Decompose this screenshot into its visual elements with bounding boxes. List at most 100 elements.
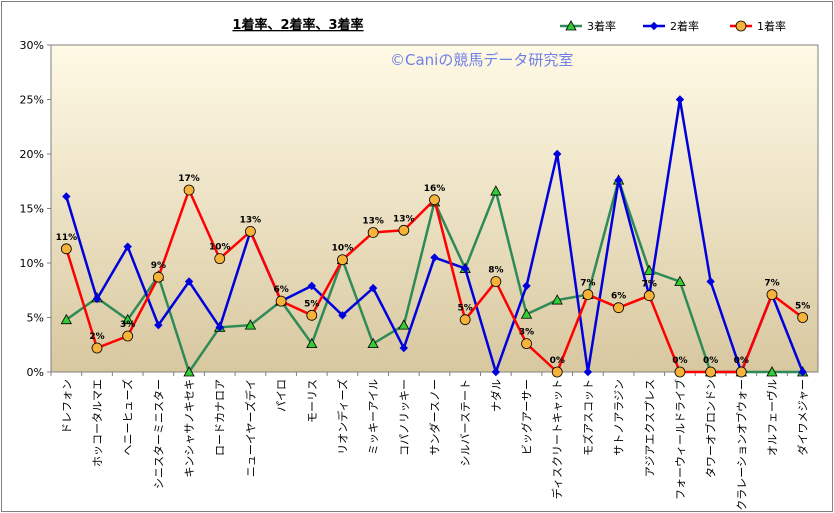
x-tick-label: サンダースノー — [428, 379, 442, 455]
circle-marker — [122, 330, 134, 342]
x-axis: ドレフォン ホッコータルマエ ヘニーヒューズ シニスターミニスター キンシャサノキセキ ロ… — [50, 372, 810, 511]
y-tick-label: 30% — [20, 39, 44, 52]
legend-label: 1着率 — [757, 19, 786, 33]
data-label: 0% — [672, 356, 687, 366]
series-layer — [60, 95, 809, 378]
triangle-marker — [565, 20, 577, 31]
circle-marker — [705, 366, 717, 378]
data-label: 17% — [178, 174, 200, 184]
x-tick-label: ホッコータルマエ — [91, 379, 104, 467]
x-tick-label: リオンディーズ — [335, 379, 349, 455]
diamond-marker — [553, 149, 562, 159]
circle-marker — [735, 20, 747, 32]
x-tick-label: フォーウィールドライブ — [673, 379, 687, 500]
data-label: 5% — [304, 299, 319, 309]
circle-marker — [367, 227, 379, 238]
circle-marker — [306, 309, 318, 321]
triangle-marker — [122, 313, 134, 325]
y-tick-label: 10% — [20, 257, 44, 270]
data-label: 5% — [458, 304, 473, 314]
data-label: 5% — [795, 302, 810, 312]
triangle-marker — [367, 337, 379, 349]
circle-marker — [183, 184, 195, 196]
x-tick-label: シニスターミニスター — [152, 379, 165, 489]
y-tick-label: 5% — [27, 312, 44, 325]
data-label: 3% — [519, 328, 534, 338]
diamond-marker — [338, 311, 347, 320]
diamond-marker — [460, 264, 470, 273]
data-label: 7% — [580, 279, 595, 289]
watermark-text: ©Caniの競馬データ研究室 — [390, 51, 573, 69]
circle-marker — [766, 289, 778, 301]
x-tick-label: ダイワメジャー — [796, 379, 810, 455]
triangle-marker — [551, 294, 563, 305]
triangle-marker — [183, 366, 195, 377]
triangle-marker — [244, 319, 257, 330]
triangle-marker — [674, 275, 686, 286]
diamond-marker — [368, 283, 378, 293]
circle-marker — [275, 295, 287, 307]
diamond-marker — [215, 323, 224, 332]
data-label: 9% — [151, 261, 166, 271]
triangle-marker — [60, 313, 73, 325]
data-label: 0% — [550, 356, 565, 366]
plot-area — [50, 44, 819, 373]
circle-marker — [551, 366, 563, 378]
circle-marker — [582, 289, 594, 301]
data-label: 13% — [393, 214, 415, 224]
x-tick-label: ナダル — [489, 379, 503, 412]
x-tick-label: コパノリッキー — [398, 379, 411, 456]
diamond-marker — [522, 281, 531, 291]
diamond-marker — [184, 277, 194, 286]
diamond-marker — [706, 277, 715, 286]
circle-marker — [152, 271, 164, 283]
legend-label: 2着率 — [670, 19, 699, 33]
data-label: 13% — [362, 216, 384, 226]
chart-title: 1着率、2着率、3着率 — [232, 17, 363, 33]
diamond-marker — [675, 95, 685, 104]
data-label: 3% — [120, 320, 135, 330]
x-tick-label: モズアスコット — [581, 379, 595, 456]
x-tick-label: タワーオブロンドン — [704, 379, 718, 478]
x-tick-label: ディスクリートキャット — [550, 379, 564, 499]
triangle-marker — [490, 185, 502, 196]
legend-item: 2着率 — [643, 19, 699, 33]
circle-marker — [459, 314, 471, 326]
diamond-marker — [92, 294, 102, 304]
diamond-marker — [399, 343, 409, 353]
diamond-marker — [649, 21, 659, 31]
x-tick-label: シルバーステート — [459, 379, 472, 466]
x-tick-label: ニューイヤーズデイ — [243, 379, 257, 477]
x-tick-label: オルフェーヴル — [765, 379, 779, 456]
diamond-marker — [307, 281, 316, 291]
data-labels: 11% 2% 3% 9% 17% 10% 13% 6% 5% 10% 13% 13% 16% 5% 8% 3%… — [56, 174, 811, 366]
x-tick-label: ミッキーアイル — [367, 379, 380, 455]
circle-marker — [429, 194, 440, 206]
x-tick-label: モーリス — [306, 379, 319, 423]
circle-marker — [797, 312, 809, 323]
x-tick-label: パイロ — [275, 379, 288, 412]
data-label: 2% — [89, 332, 104, 342]
x-tick-label: ヘニーヒューズ — [121, 379, 135, 455]
triangle-marker — [766, 366, 778, 377]
circle-marker — [521, 338, 532, 350]
data-label: 7% — [764, 279, 779, 289]
circle-marker — [245, 225, 256, 237]
circle-marker — [398, 224, 410, 236]
x-tick-label: アジアエクスプレス — [643, 379, 656, 477]
circle-marker — [735, 366, 747, 378]
circle-marker — [337, 254, 348, 266]
y-tick-label: 25% — [20, 94, 44, 107]
x-tick-label: サトノアラジン — [613, 379, 626, 456]
diamond-marker — [491, 367, 501, 377]
diamond-marker — [583, 367, 593, 377]
circle-marker — [60, 243, 72, 255]
diamond-marker — [614, 175, 623, 185]
x-tick-label: キンシャサノキセキ — [183, 379, 196, 477]
triangle-marker — [398, 319, 410, 330]
legend-item: 3着率 — [560, 19, 616, 33]
data-label: 0% — [703, 356, 718, 366]
data-label: 10% — [209, 243, 231, 253]
